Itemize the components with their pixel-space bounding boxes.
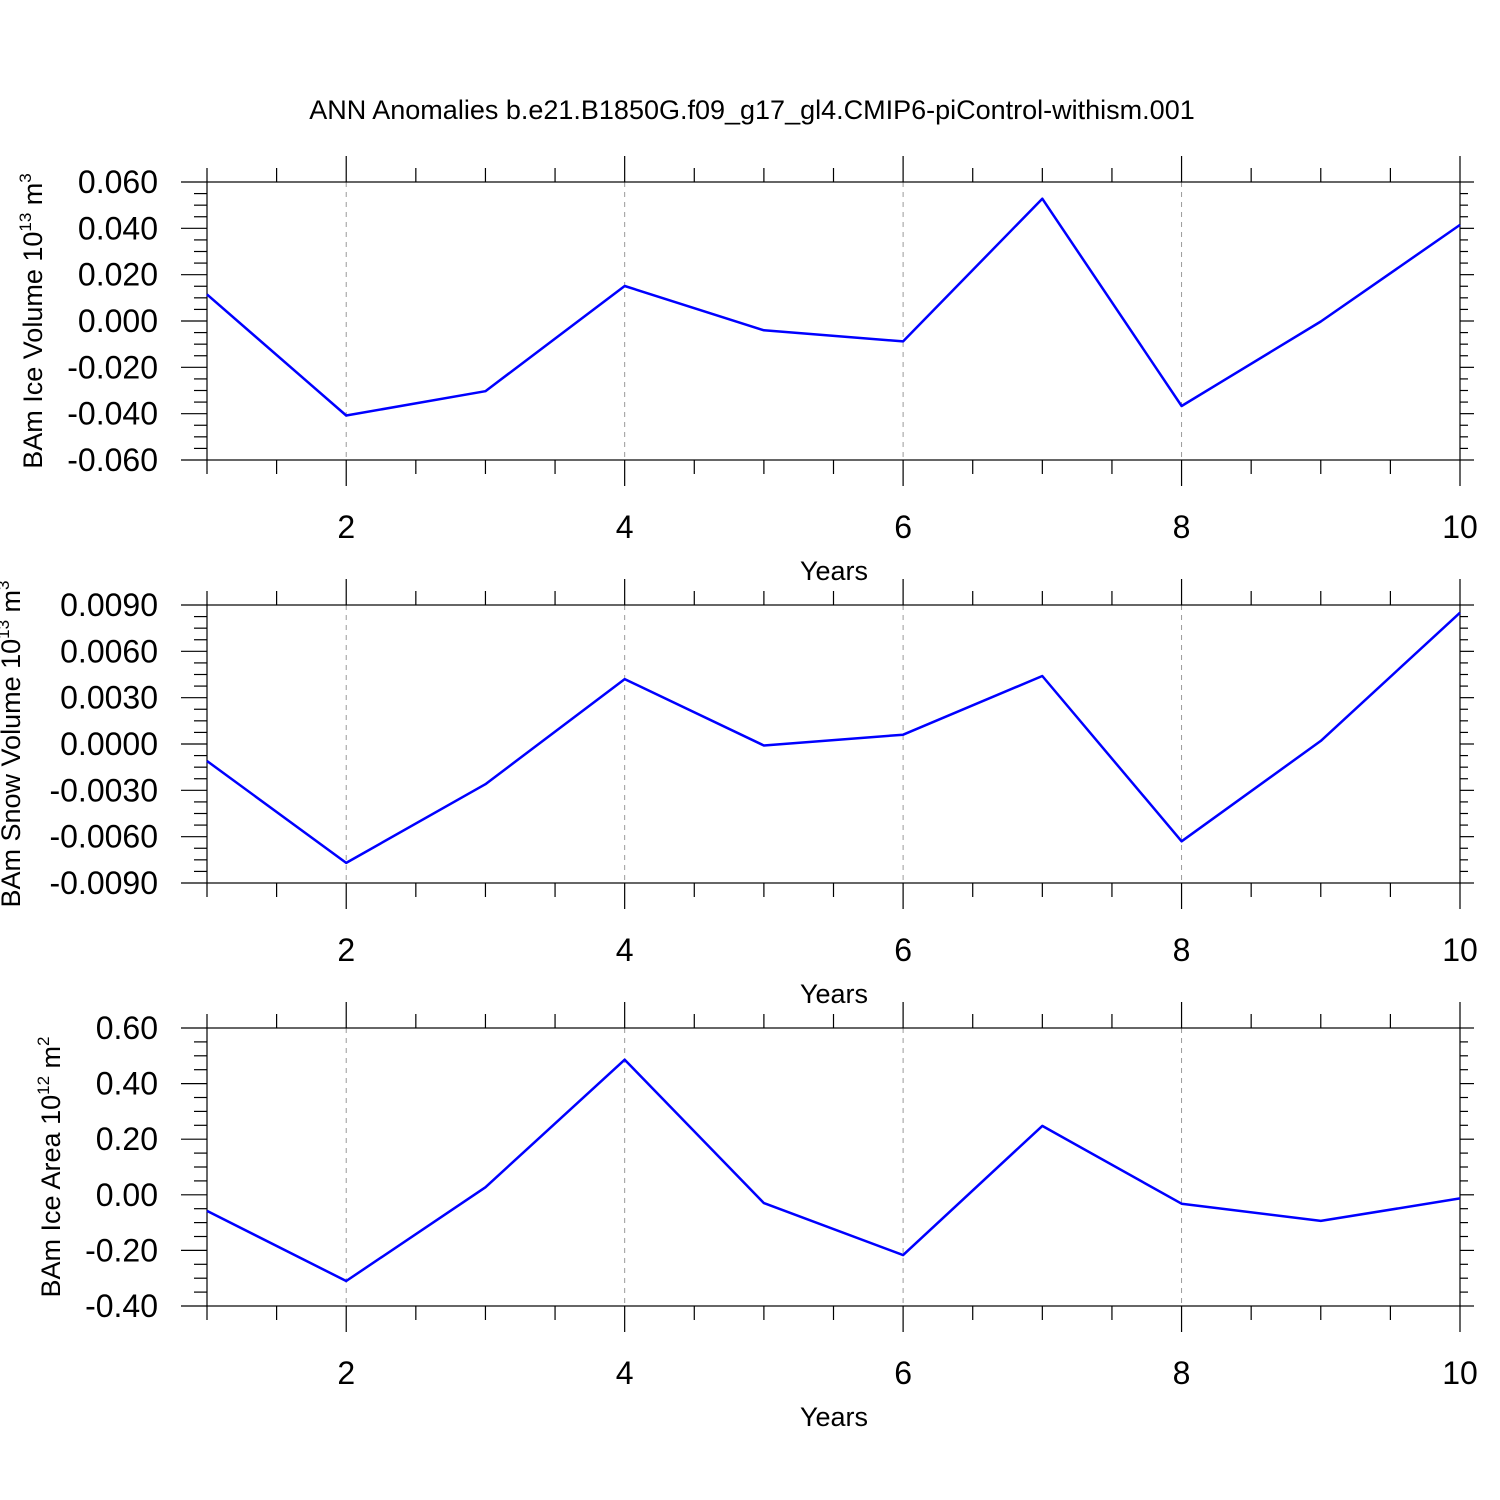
y-tick-label: 0.0000 — [60, 726, 158, 762]
y-tick-label: -0.0090 — [49, 865, 158, 901]
figure-title: ANN Anomalies b.e21.B1850G.f09_g17_gl4.C… — [309, 95, 1194, 125]
x-axis-title: Years — [800, 1402, 868, 1432]
x-tick-label: 8 — [1173, 509, 1191, 545]
y-tick-label: 0.000 — [78, 303, 158, 339]
plot-frame — [206, 181, 1461, 461]
y-tick-label: 0.00 — [96, 1177, 158, 1213]
x-tick-label: 10 — [1442, 1355, 1478, 1391]
x-tick-label: 6 — [894, 1355, 912, 1391]
x-tick-label: 2 — [337, 932, 355, 968]
y-axis-title: BAm Ice Volume 1013 m3 — [16, 173, 48, 469]
y-tick-label: -0.020 — [67, 349, 158, 385]
y-tick-label: -0.20 — [85, 1232, 158, 1268]
x-tick-label: 8 — [1173, 932, 1191, 968]
chart-panel-2: 2 4 6 8 10 -0.0090 -0.0060 -0.0030 0.0000 0.0030 0… — [0, 579, 1478, 1009]
y-tick-label: 0.020 — [78, 257, 158, 293]
y-tick-label: 0.040 — [78, 210, 158, 246]
y-tick-label: 0.060 — [78, 164, 158, 200]
x-tick-label: 4 — [616, 1355, 634, 1391]
y-tick-label: 0.0060 — [60, 633, 158, 669]
series-line — [206, 611, 1461, 865]
y-tick-label: -0.0060 — [49, 819, 158, 855]
y-axis-title: BAm Ice Area 1012 m2 — [34, 1037, 66, 1298]
x-tick-label: 6 — [894, 509, 912, 545]
series-line — [206, 197, 1461, 417]
x-tick-label: 2 — [337, 1355, 355, 1391]
x-tick-label: 4 — [616, 932, 634, 968]
y-tick-label: 0.60 — [96, 1010, 158, 1046]
y-tick-label: 0.0090 — [60, 587, 158, 623]
chart-panel-1: 2 4 6 8 10 -0.060 -0.040 -0.020 0.000 0.020 0.040 0… — [16, 156, 1478, 586]
x-axis-title: Years — [800, 979, 868, 1009]
y-axis-title: BAm Snow Volume 1013 m3 — [0, 580, 26, 907]
y-tick-label: 0.20 — [96, 1121, 158, 1157]
y-tick-label: -0.40 — [85, 1288, 158, 1324]
x-tick-label: 10 — [1442, 509, 1478, 545]
x-tick-label: 8 — [1173, 1355, 1191, 1391]
plot-frame — [206, 1027, 1461, 1307]
x-tick-label: 10 — [1442, 932, 1478, 968]
x-axis-title: Years — [800, 556, 868, 586]
series-line — [206, 1058, 1461, 1283]
y-tick-label: -0.0030 — [49, 772, 158, 808]
x-tick-label: 4 — [616, 509, 634, 545]
y-tick-label: -0.040 — [67, 396, 158, 432]
chart-panels: 2 4 6 8 10 -0.060 -0.040 -0.020 0.000 0.020 0.040 0… — [0, 156, 1478, 1432]
x-tick-label: 2 — [337, 509, 355, 545]
y-tick-label: -0.060 — [67, 442, 158, 478]
x-tick-label: 6 — [894, 932, 912, 968]
y-tick-label: 0.0030 — [60, 680, 158, 716]
chart-panel-3: 2 4 6 8 10 -0.40 -0.20 0.00 0.20 0.40 0.60 Years BAm… — [34, 1002, 1478, 1432]
y-tick-label: 0.40 — [96, 1066, 158, 1102]
plot-frame — [206, 604, 1461, 884]
